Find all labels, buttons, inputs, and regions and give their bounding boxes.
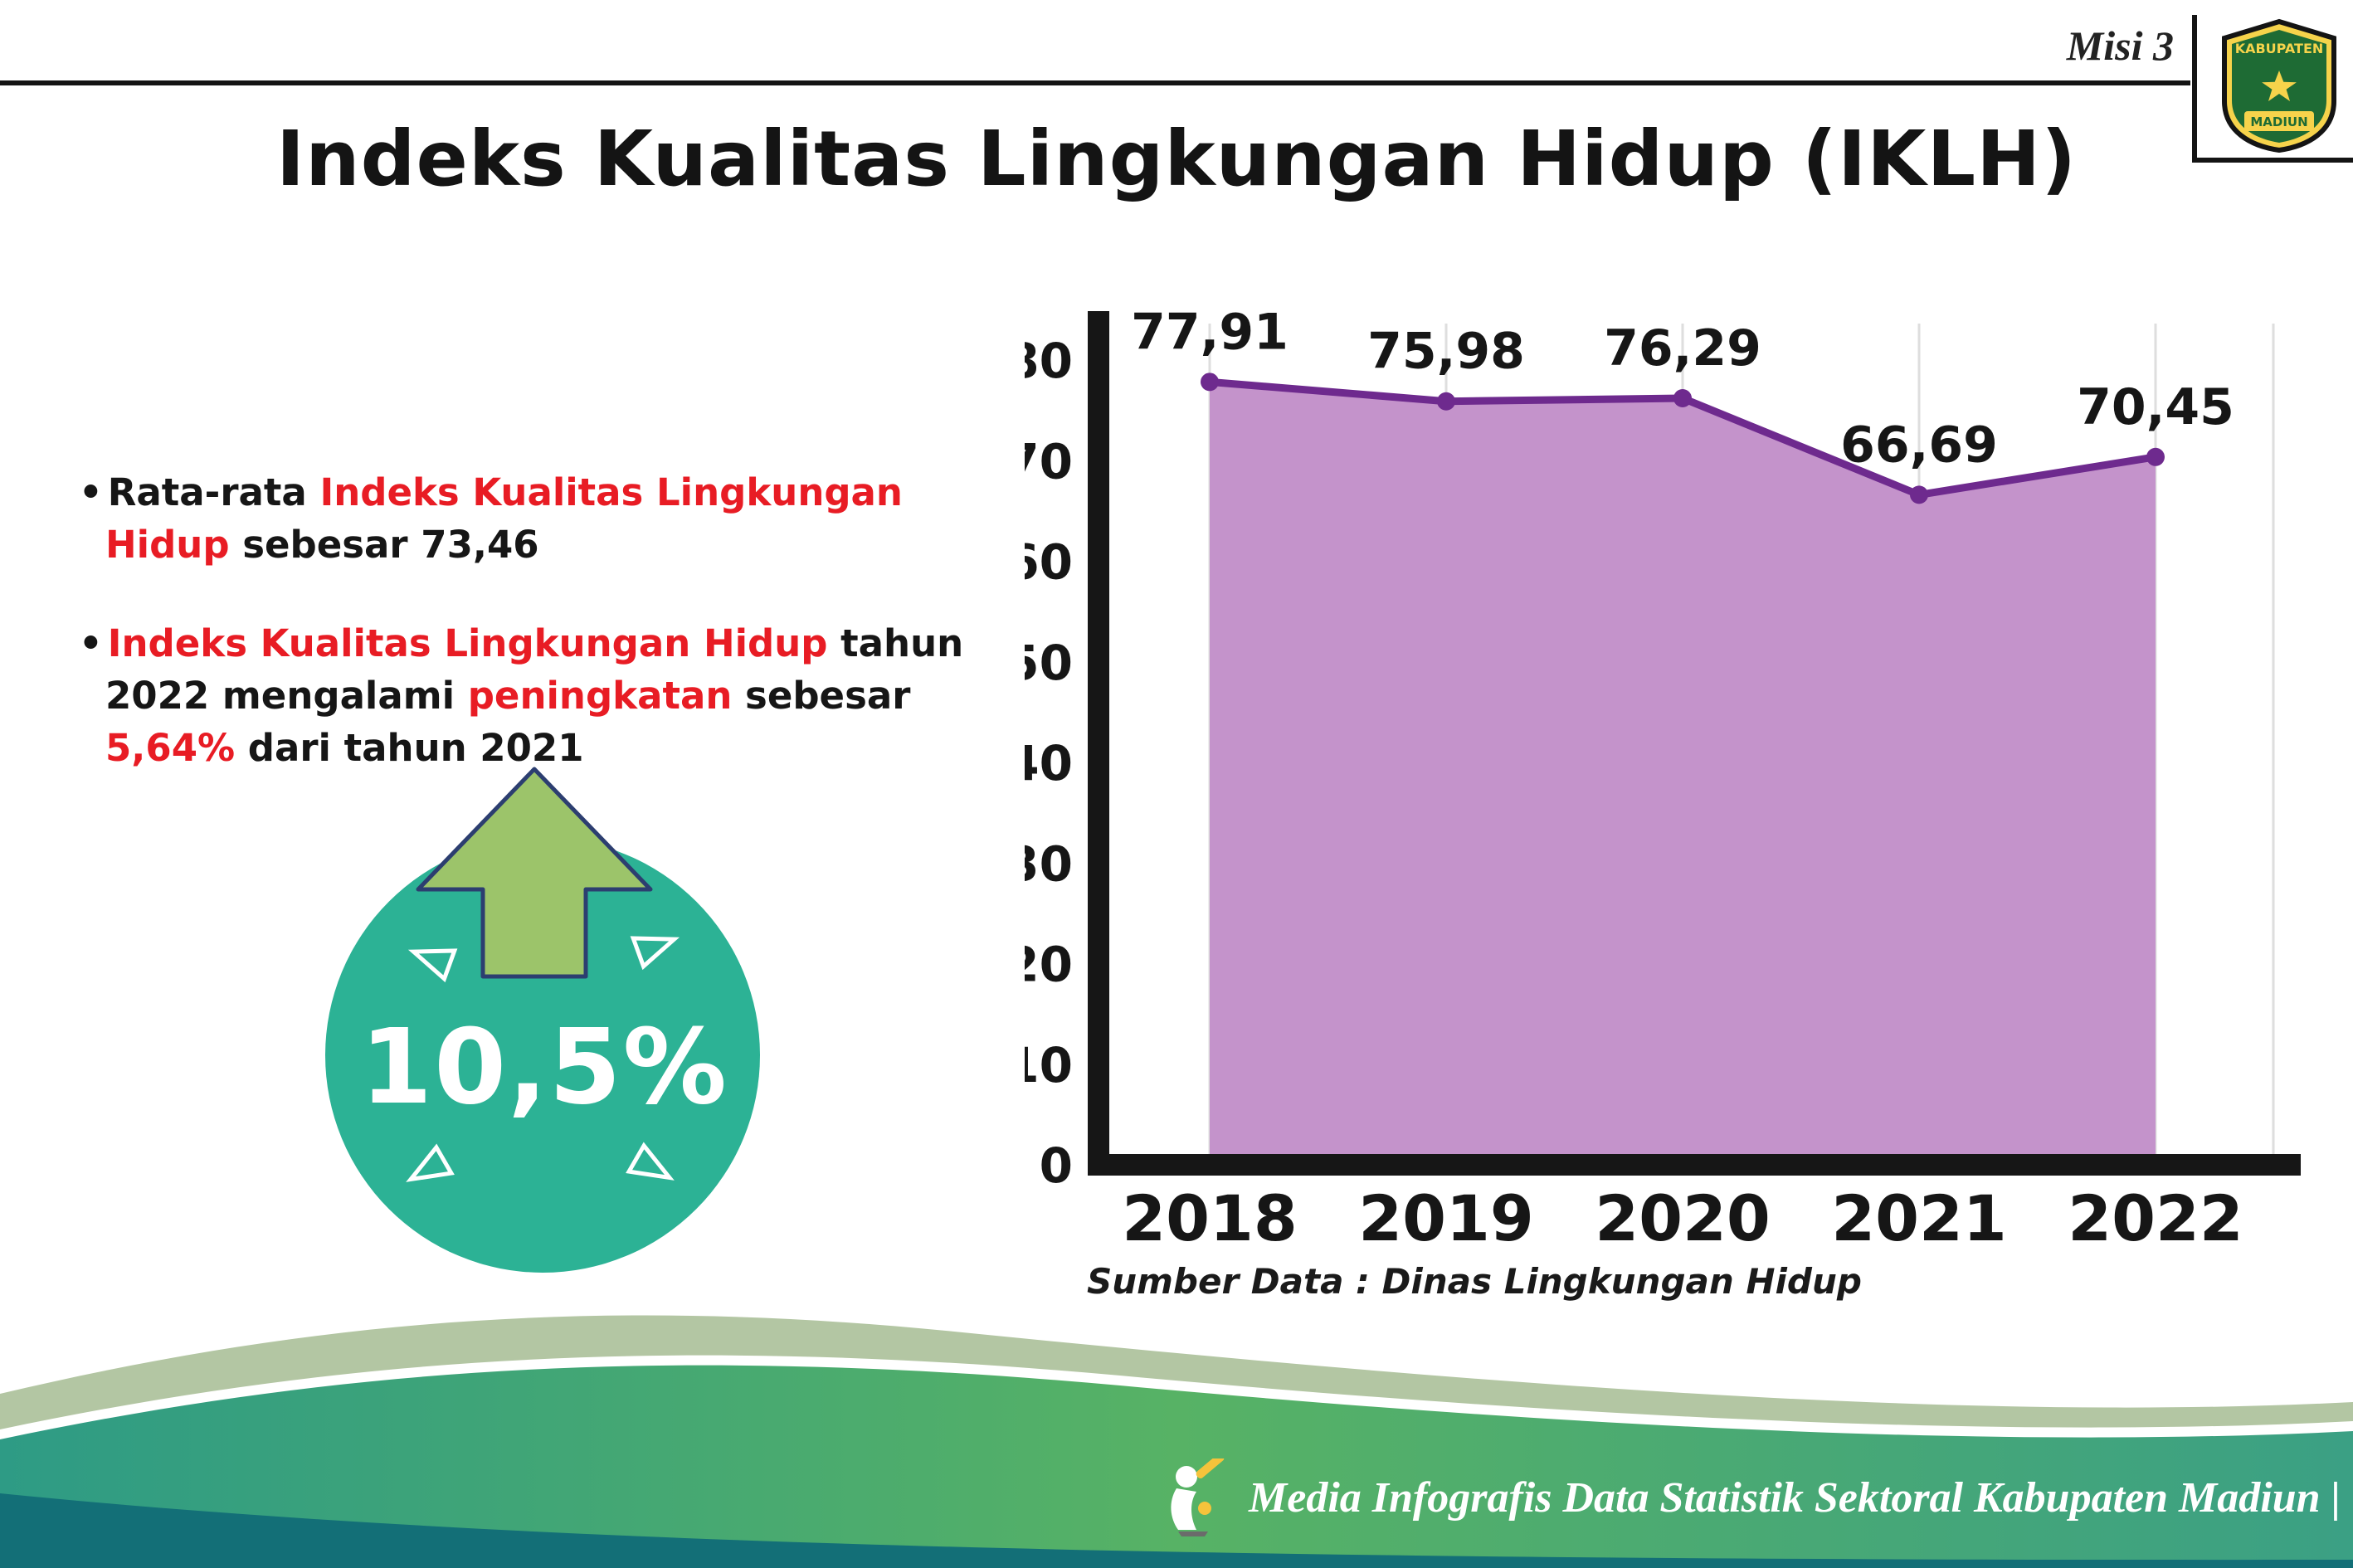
- bullet-item: Indeks Kualitas Lingkungan Hidup tahun 2…: [79, 617, 1016, 774]
- badge-circle: [325, 838, 760, 1273]
- value-label: 75,98: [1367, 323, 1525, 381]
- value-label: 77,91: [1131, 303, 1289, 361]
- logo-frame-horizontal-line: [2192, 158, 2353, 163]
- up-arrow-icon: [416, 767, 653, 979]
- logo-bottom-text: MADIUN: [2250, 114, 2307, 129]
- x-tick-label: 2018: [1122, 1181, 1298, 1255]
- logo-banner: [2244, 111, 2314, 131]
- page-title: Indeks Kualitas Lingkungan Hidup (IKLH): [275, 114, 2078, 203]
- value-label: 66,69: [1840, 416, 1998, 474]
- bullet-list: Rata-rata Indeks Kualitas Lingkungan Hid…: [79, 466, 1016, 821]
- x-tick-label: 2021: [1831, 1181, 2007, 1255]
- y-tick-label: 30: [1025, 835, 1073, 892]
- y-tick-label: 60: [1025, 534, 1073, 591]
- bullet-text-segment: sebesar 73,46: [229, 523, 539, 567]
- bullet-text-segment: peningkatan: [467, 674, 733, 718]
- bullet-text-segment: 5,64%: [105, 726, 236, 770]
- x-tick-label: 2020: [1595, 1181, 1771, 1255]
- value-label: 76,29: [1604, 319, 1761, 377]
- data-point: [1910, 485, 1928, 504]
- x-tick-label: 2022: [2068, 1181, 2243, 1255]
- y-axis: [1088, 311, 1109, 1176]
- chart-area: [1210, 382, 2156, 1154]
- bullet-text-segment: dari tahun 2021: [235, 726, 584, 770]
- bullet-text-segment: Rata-rata: [107, 470, 320, 514]
- data-point: [1201, 373, 1219, 392]
- top-divider-line: [0, 80, 2190, 85]
- writer-mascot-icon: [1171, 1458, 1225, 1536]
- bullet-text-segment: sebesar: [732, 674, 911, 718]
- data-point: [1437, 392, 1455, 411]
- badge-percentage-value: 10,5%: [360, 1007, 728, 1127]
- y-tick-label: 10: [1025, 1037, 1073, 1093]
- badge-triangle-decorations: [406, 936, 680, 1182]
- data-point: [1673, 388, 1692, 407]
- bullet-text-segment: tahun 2022 mengalami: [105, 621, 964, 718]
- logo-top-text: KABUPATEN: [2235, 41, 2324, 56]
- footer-credit-text: Media Infografis Data Statistik Sektoral…: [1249, 1474, 2341, 1522]
- logo-star-icon: [2262, 71, 2297, 101]
- y-tick-label: 0: [1040, 1137, 1073, 1194]
- chart-source-caption: Sumber Data : Dinas Lingkungan Hidup: [1087, 1261, 1862, 1302]
- y-tick-label: 20: [1025, 937, 1073, 993]
- bullet-text-segment: Indeks Kualitas Lingkungan Hidup: [107, 621, 828, 665]
- x-axis: [1088, 1154, 2301, 1176]
- value-label: 70,45: [2077, 378, 2234, 436]
- bullet-text-segment: Indeks Kualitas Lingkungan Hidup: [105, 470, 903, 567]
- footer-credit-row: Media Infografis Data Statistik Sektoral…: [1153, 1458, 2341, 1537]
- footer-waves: [0, 1315, 2353, 1568]
- y-tick-label: 70: [1025, 433, 1073, 489]
- y-tick-label: 40: [1025, 735, 1073, 791]
- iklh-chart-svg: 0 10 20 30 40 50 60 70 80 2018 2019 2020 2021 2022 77,…: [1025, 303, 2301, 1255]
- x-tick-label: 2019: [1358, 1181, 1534, 1255]
- logo-frame-vertical-line: [2192, 15, 2197, 163]
- bullet-item: Rata-rata Indeks Kualitas Lingkungan Hid…: [79, 466, 1016, 571]
- increase-badge: 10,5%: [309, 765, 780, 1304]
- data-point: [2146, 447, 2165, 466]
- y-tick-label: 50: [1025, 635, 1073, 691]
- y-tick-label: 80: [1025, 333, 1073, 389]
- increase-badge-graphic: [325, 767, 760, 1273]
- kabupaten-madiun-logo: KABUPATEN MADIUN: [2222, 18, 2336, 153]
- wave-dark-strip: [0, 1493, 2353, 1568]
- misi-label: Misi 3: [2066, 22, 2174, 69]
- wave-main-band: [0, 1365, 2353, 1568]
